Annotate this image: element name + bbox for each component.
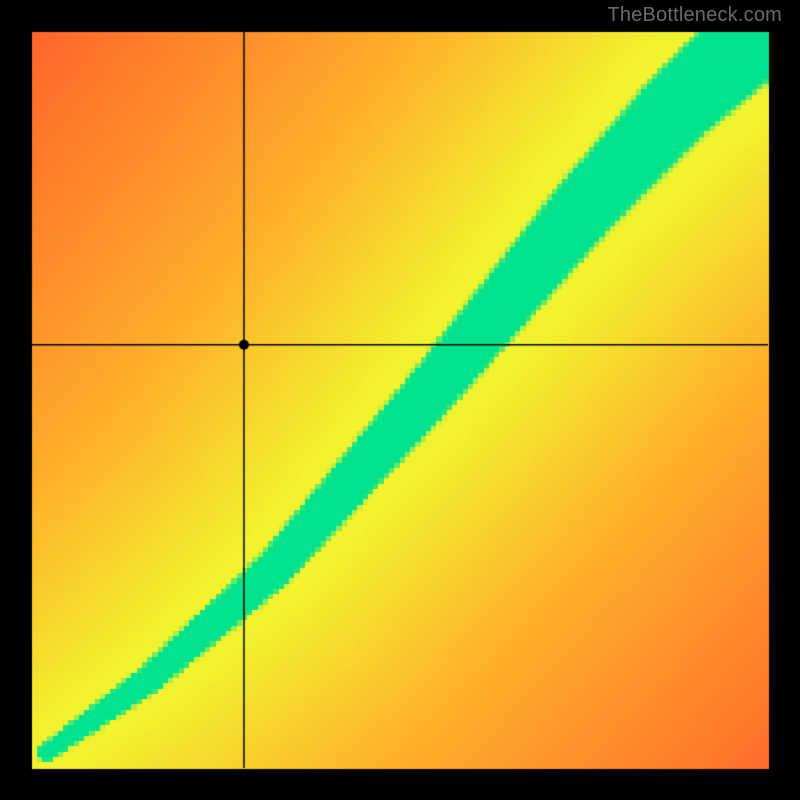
bottleneck-heatmap-canvas [0, 0, 800, 800]
chart-container: TheBottleneck.com [0, 0, 800, 800]
attribution-text: TheBottleneck.com [607, 4, 782, 27]
